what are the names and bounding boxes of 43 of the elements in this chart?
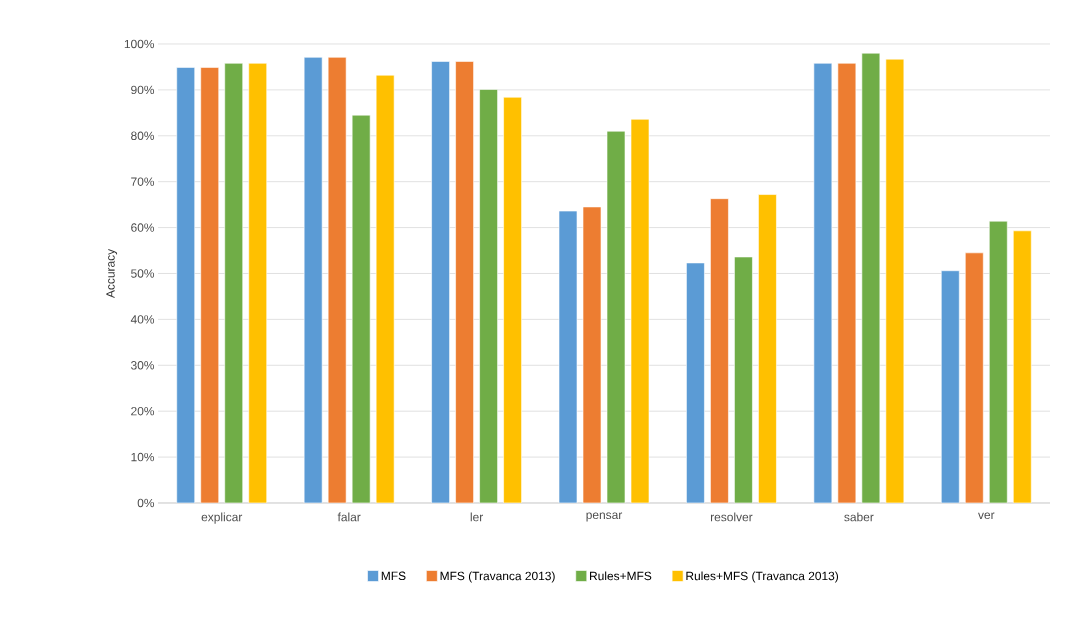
y-tick-label: 70% bbox=[131, 177, 155, 186]
legend-label: MFS (Travanca 2013) bbox=[440, 571, 555, 583]
x-tick-label: explicar bbox=[201, 512, 243, 524]
y-tick-label: 100% bbox=[124, 39, 155, 49]
bar bbox=[248, 62, 268, 503]
bar bbox=[224, 62, 244, 503]
x-tick-label: ver bbox=[978, 512, 995, 520]
x-tick-label: falar bbox=[337, 512, 361, 522]
x-tick-label: saber bbox=[844, 512, 874, 522]
bar bbox=[176, 67, 196, 503]
y-tick-label: 80% bbox=[131, 131, 155, 141]
y-tick-label: 10% bbox=[131, 452, 155, 462]
bar bbox=[375, 74, 395, 503]
x-tick-label: pensar bbox=[586, 512, 623, 522]
y-tick-label: 60% bbox=[131, 223, 155, 232]
x-tick-label: ler bbox=[470, 512, 484, 522]
y-tick-label: 0% bbox=[137, 498, 155, 508]
bar bbox=[455, 61, 474, 503]
bar bbox=[734, 256, 753, 503]
bar bbox=[351, 114, 371, 503]
bar bbox=[479, 89, 498, 503]
bar bbox=[758, 194, 777, 503]
bar bbox=[686, 262, 705, 503]
bar bbox=[988, 220, 1008, 503]
bar bbox=[200, 67, 220, 503]
bar bbox=[327, 57, 347, 503]
legend-label: Rules+MFS bbox=[590, 571, 652, 581]
y-axis-title: Accuracy bbox=[106, 248, 118, 299]
bar bbox=[431, 61, 450, 503]
bar bbox=[710, 198, 729, 503]
y-tick-label: 20% bbox=[131, 406, 155, 416]
bar bbox=[940, 270, 960, 503]
bar bbox=[1012, 230, 1032, 503]
x-tick-label: resolver bbox=[710, 512, 753, 522]
legend-label: MFS bbox=[381, 571, 406, 581]
y-tick-label: 50% bbox=[131, 269, 155, 278]
y-tick-label: 90% bbox=[131, 85, 155, 95]
y-tick-label: 40% bbox=[130, 315, 155, 324]
y-tick-label: 30% bbox=[131, 361, 155, 370]
bar bbox=[303, 57, 323, 503]
legend-label: Rules+MFS (Travanca 2013) bbox=[686, 571, 839, 583]
bar bbox=[964, 252, 984, 503]
bar bbox=[503, 96, 522, 503]
